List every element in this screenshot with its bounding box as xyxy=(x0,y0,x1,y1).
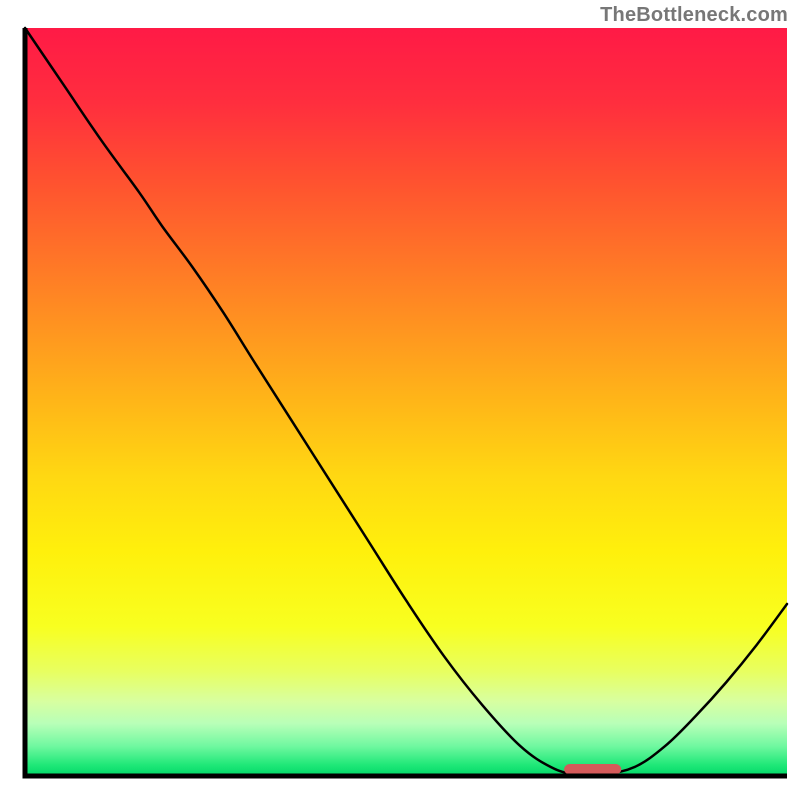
watermark-text: TheBottleneck.com xyxy=(600,4,788,27)
optimal-range-marker xyxy=(564,764,621,774)
chart-background xyxy=(25,28,787,776)
bottleneck-curve-chart xyxy=(0,0,800,800)
chart-container: TheBottleneck.com xyxy=(0,0,800,800)
